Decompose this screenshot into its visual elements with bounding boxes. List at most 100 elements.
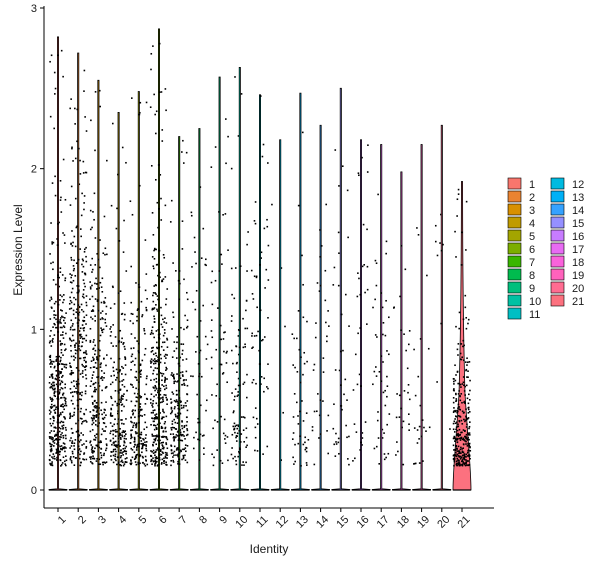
point [134,461,137,463]
point [166,337,168,340]
point [340,313,343,316]
point [123,423,125,425]
point [301,400,303,402]
point [457,382,459,385]
point [76,140,78,143]
point [175,434,178,436]
point [413,463,415,465]
point [62,331,64,334]
point [305,447,308,449]
point [459,448,462,451]
point [54,426,56,429]
point [381,437,384,439]
point [177,412,179,415]
point [173,376,175,378]
point [103,452,105,455]
point [61,342,63,345]
point [54,323,56,326]
point [462,318,465,321]
point [233,422,236,425]
point [463,453,466,455]
point [124,313,126,316]
point [110,430,112,433]
point [117,443,120,446]
point [162,452,164,454]
point [164,317,166,319]
point [113,361,115,364]
point [456,434,458,436]
point [467,412,470,414]
point [166,378,168,380]
point [457,450,460,452]
point [178,452,180,455]
point [63,366,66,368]
point [162,400,165,403]
point [81,370,84,372]
point [376,336,378,338]
point [83,202,85,204]
point [465,426,468,428]
point [153,358,156,360]
point [186,319,189,322]
point [461,410,464,413]
point [155,360,157,362]
point [462,429,465,431]
point [60,371,63,373]
point [468,444,471,447]
point [82,319,84,322]
point [139,406,141,408]
point [75,430,78,433]
point [157,329,160,331]
point [463,454,466,457]
point [159,271,161,274]
point [83,69,86,72]
point [89,456,91,459]
point [185,379,187,381]
point [322,400,324,402]
point [185,450,187,453]
point [58,414,61,416]
point [97,382,100,384]
point [453,431,456,433]
point [61,376,63,378]
point [462,447,465,450]
point [52,457,54,460]
point [170,427,173,429]
point [124,430,127,433]
point [175,436,177,438]
point [140,300,143,303]
point [153,435,155,437]
point [245,446,247,448]
point [125,450,128,453]
point [150,459,153,461]
point [252,346,254,349]
point [177,455,179,458]
point [70,344,72,347]
point [143,439,145,441]
point [259,95,262,97]
point [253,335,256,337]
point [50,448,53,450]
point [402,463,405,466]
point [197,421,199,424]
point [173,450,176,453]
point [427,347,430,350]
point [163,435,166,438]
point [58,285,61,288]
point [58,415,60,418]
point [50,298,53,300]
point [357,332,359,335]
point [161,375,164,377]
point [76,385,78,387]
point [214,279,217,282]
point [383,453,386,455]
point [417,234,420,236]
point [344,378,347,381]
point [161,129,164,131]
point [162,441,164,444]
point [180,439,182,442]
point [60,351,63,354]
point [59,294,62,296]
point [95,411,98,413]
point [182,448,184,451]
